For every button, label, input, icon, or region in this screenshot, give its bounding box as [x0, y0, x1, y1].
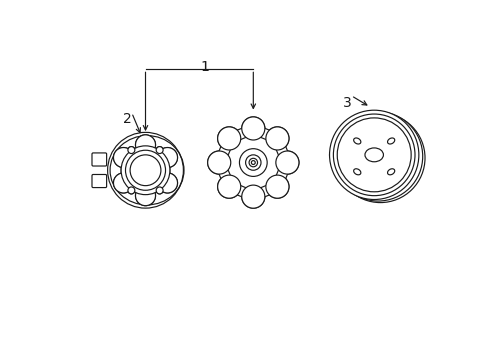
Circle shape: [125, 150, 165, 190]
Circle shape: [135, 186, 155, 206]
Circle shape: [265, 127, 288, 150]
Circle shape: [265, 175, 288, 198]
Circle shape: [157, 173, 177, 193]
Circle shape: [217, 126, 289, 199]
Circle shape: [275, 151, 298, 174]
Circle shape: [207, 151, 230, 174]
Circle shape: [121, 146, 169, 195]
Circle shape: [128, 187, 135, 194]
Circle shape: [333, 114, 414, 195]
Circle shape: [128, 147, 135, 153]
Circle shape: [135, 135, 155, 155]
Circle shape: [207, 117, 298, 208]
Circle shape: [107, 132, 183, 208]
Circle shape: [128, 187, 135, 194]
Circle shape: [241, 117, 264, 140]
Circle shape: [113, 148, 133, 167]
Ellipse shape: [353, 138, 360, 144]
Circle shape: [121, 146, 169, 195]
Circle shape: [335, 113, 424, 203]
Circle shape: [217, 127, 240, 150]
Circle shape: [135, 135, 155, 155]
Circle shape: [156, 147, 163, 153]
Circle shape: [329, 110, 418, 199]
Circle shape: [125, 150, 165, 190]
Text: 1: 1: [200, 60, 209, 74]
Circle shape: [217, 175, 240, 198]
Circle shape: [217, 175, 240, 198]
Circle shape: [130, 155, 161, 186]
FancyBboxPatch shape: [92, 153, 106, 166]
Circle shape: [113, 173, 133, 193]
Circle shape: [207, 151, 230, 174]
Circle shape: [333, 112, 422, 201]
Circle shape: [241, 185, 264, 208]
Circle shape: [217, 127, 240, 150]
Circle shape: [113, 173, 133, 193]
Circle shape: [239, 149, 266, 176]
FancyBboxPatch shape: [92, 175, 106, 188]
Circle shape: [157, 173, 177, 193]
Circle shape: [156, 187, 163, 194]
Circle shape: [156, 187, 163, 194]
Text: 2: 2: [123, 112, 132, 126]
Circle shape: [157, 148, 177, 167]
Circle shape: [275, 151, 298, 174]
Circle shape: [113, 148, 133, 167]
Circle shape: [128, 147, 135, 153]
Circle shape: [265, 175, 288, 198]
Circle shape: [221, 130, 285, 195]
Circle shape: [156, 147, 163, 153]
Circle shape: [135, 186, 155, 206]
Circle shape: [337, 118, 410, 192]
Circle shape: [248, 158, 257, 167]
Text: 3: 3: [342, 95, 351, 109]
Circle shape: [245, 155, 261, 170]
Ellipse shape: [387, 138, 394, 144]
Circle shape: [241, 185, 264, 208]
Circle shape: [265, 127, 288, 150]
Circle shape: [226, 136, 279, 189]
Ellipse shape: [387, 169, 394, 175]
Ellipse shape: [364, 148, 383, 162]
Circle shape: [241, 117, 264, 140]
Ellipse shape: [353, 169, 360, 175]
Circle shape: [251, 161, 255, 165]
Circle shape: [157, 148, 177, 167]
Circle shape: [130, 155, 161, 186]
